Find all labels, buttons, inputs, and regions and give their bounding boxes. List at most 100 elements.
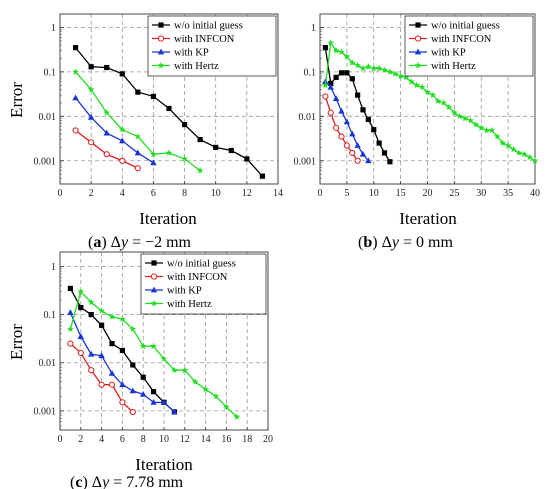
legend-marker: [414, 61, 422, 69]
x-tick-label: 20: [423, 188, 433, 199]
y-tick-label: 0.01: [39, 112, 57, 123]
legend-marker: [157, 61, 165, 69]
data-point: [87, 298, 95, 306]
x-tick-label: 30: [476, 188, 486, 199]
data-point: [445, 103, 453, 111]
data-point: [259, 173, 266, 179]
legend-label: with Hertz: [431, 61, 476, 72]
y-tick-label: 1: [51, 262, 56, 273]
legend: w/o initial guess with INFCON with KP with …: [404, 15, 534, 77]
data-point: [135, 89, 141, 95]
legend-item: w/o initial guess: [152, 21, 243, 32]
series-line: [324, 41, 536, 162]
data-point: [488, 126, 496, 134]
legend: w/o initial guess with INFCON with KP with …: [147, 15, 277, 77]
data-point: [119, 157, 126, 164]
data-point: [72, 127, 79, 134]
data-point: [119, 381, 126, 388]
series-line: [75, 129, 139, 169]
data-point: [130, 362, 136, 368]
panel-caption: (c) Δy = 7.78 mm: [70, 474, 184, 489]
data-point: [233, 413, 241, 420]
data-point: [103, 129, 110, 136]
chart-panel-c: 0 2 4 6 8 10 12 14 16 18 20 1 0.1 0.01 0.001 Iteration E…: [7, 251, 273, 489]
data-point: [321, 81, 329, 89]
data-point: [88, 312, 94, 318]
x-tick-label: 40: [530, 188, 540, 199]
series-w-o-initial-guess: [72, 45, 266, 179]
data-point: [72, 94, 79, 101]
data-point: [370, 64, 378, 72]
data-point: [78, 304, 84, 311]
x-tick-label: 0: [318, 188, 323, 199]
data-point: [77, 333, 84, 339]
x-tick-label: 5: [344, 188, 349, 199]
legend-marker: [151, 260, 157, 266]
data-point: [77, 349, 84, 357]
data-point: [375, 64, 383, 72]
data-point: [87, 113, 95, 120]
data-point: [381, 66, 388, 73]
x-tick-label: 14: [273, 188, 283, 199]
y-tick-label: 1: [51, 23, 56, 34]
data-point: [129, 387, 136, 394]
x-tick-label: 0: [58, 188, 63, 199]
data-point: [434, 97, 442, 104]
y-minor-ticks: [60, 251, 62, 431]
data-point: [171, 408, 178, 415]
legend-label: w/o initial guess: [167, 259, 236, 270]
y-tick-label: 0.001: [294, 156, 317, 167]
y-tick-label: 0.01: [39, 358, 57, 369]
legend-item: with Hertz: [145, 299, 212, 310]
data-point: [88, 367, 95, 374]
data-point: [108, 313, 116, 320]
legend-marker: [150, 273, 158, 280]
data-point: [338, 48, 345, 55]
data-point: [140, 374, 146, 380]
data-point: [333, 74, 339, 80]
data-point: [359, 64, 367, 72]
data-point: [160, 355, 168, 362]
series-with-infcon: [67, 340, 136, 416]
x-tick-label: 35: [503, 188, 513, 199]
chart-panel-a: 0 2 4 6 8 10 12 14 1 0.1 0.01 0.001 Iteration Error w/…: [7, 13, 283, 251]
data-point: [118, 315, 126, 323]
data-point: [364, 63, 372, 70]
y-tick-label: 0.01: [299, 112, 317, 123]
data-point: [344, 70, 350, 76]
data-point: [181, 155, 188, 162]
data-point: [343, 53, 351, 60]
data-point: [134, 132, 142, 140]
data-point: [397, 72, 405, 80]
x-tick-label: 0: [58, 434, 63, 445]
legend-item: with INFCON: [145, 272, 228, 283]
data-point: [139, 342, 147, 350]
x-tick-label: 12: [180, 434, 190, 445]
data-point: [360, 107, 366, 113]
data-point: [354, 142, 361, 148]
data-point: [67, 340, 74, 347]
legend-label: with INFCON: [167, 272, 228, 283]
legend-label: with KP: [431, 48, 466, 59]
data-point: [98, 307, 106, 314]
data-point: [365, 116, 371, 123]
data-point: [196, 167, 204, 174]
panel-caption: (b) Δy = 0 mm: [358, 234, 453, 251]
data-point: [77, 288, 85, 295]
legend-label: with KP: [174, 48, 209, 59]
data-point: [327, 109, 334, 116]
x-axis-label: Iteration: [399, 209, 457, 228]
legend-marker: [157, 35, 165, 42]
legend-label: with Hertz: [167, 299, 212, 310]
legend-label: w/o initial guess: [431, 21, 500, 32]
data-point: [98, 381, 105, 388]
y-tick-label: 1: [311, 23, 316, 34]
legend-item: with KP: [409, 48, 466, 59]
legend-item: with Hertz: [409, 61, 476, 72]
data-point: [129, 408, 136, 416]
panel-caption: (a) Δy = −2 mm: [88, 234, 192, 251]
legend-marker: [414, 48, 422, 55]
legend-item: with Hertz: [152, 61, 219, 72]
data-point: [322, 45, 328, 51]
data-point: [333, 124, 340, 131]
